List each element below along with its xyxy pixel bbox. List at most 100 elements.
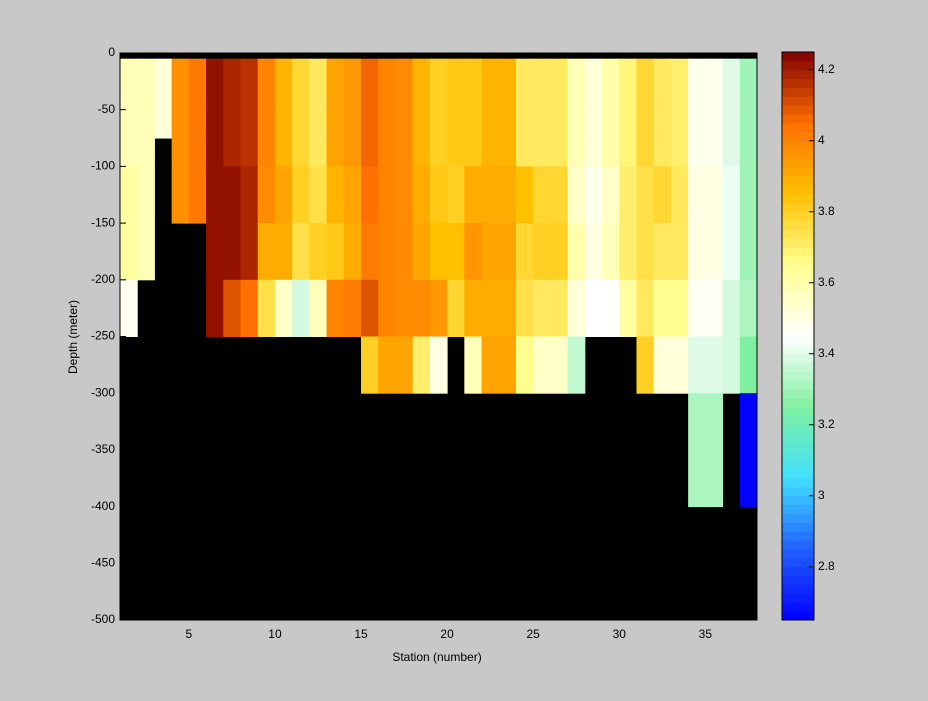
- colorbar-swatch: [782, 185, 814, 195]
- heat-cell: [171, 138, 190, 167]
- heat-cell: [464, 279, 483, 337]
- heat-cell: [481, 109, 500, 139]
- heat-cell: [343, 138, 362, 167]
- heat-cell: [739, 166, 758, 224]
- heat-cell: [619, 223, 637, 281]
- heat-cell: [447, 58, 465, 111]
- colorbar-swatch: [782, 469, 814, 479]
- heat-cell: [257, 58, 276, 111]
- heat-cell: [274, 138, 293, 167]
- heat-cell: [395, 109, 414, 139]
- heat-cell: [309, 58, 328, 111]
- heat-cell: [326, 58, 345, 111]
- heat-cell: [412, 279, 431, 337]
- heat-cell: [154, 58, 173, 111]
- heat-cell: [722, 336, 741, 394]
- heat-cell: [481, 166, 500, 224]
- heat-cell: [292, 223, 310, 281]
- x-tick-label: 25: [527, 627, 541, 641]
- heat-cell: [464, 58, 483, 111]
- heat-cell: [653, 336, 672, 394]
- heat-cell: [602, 223, 620, 281]
- heat-cell: [464, 109, 483, 139]
- colorbar-swatch: [782, 398, 814, 408]
- heat-cell: [361, 166, 379, 224]
- heat-cell: [223, 109, 242, 139]
- colorbar-swatch: [782, 78, 814, 88]
- heat-cell: [584, 109, 603, 139]
- x-tick-label: 5: [186, 627, 193, 641]
- colorbar-swatch: [782, 407, 814, 417]
- y-tick-label: -300: [91, 385, 115, 399]
- colorbar-swatch: [782, 131, 814, 142]
- heat-cell: [447, 109, 465, 139]
- heat-cell: [705, 223, 724, 281]
- heat-cell: [274, 223, 293, 281]
- heat-cell: [412, 58, 431, 111]
- colorbar-swatch: [782, 353, 814, 364]
- colorbar-tick-label: 3.4: [818, 346, 835, 360]
- colorbar-swatch: [782, 380, 814, 390]
- x-tick-label: 20: [440, 627, 454, 641]
- heat-cell: [550, 279, 569, 337]
- heat-cell: [464, 223, 483, 281]
- heat-cell: [498, 109, 517, 139]
- y-tick-label: -450: [91, 555, 115, 569]
- heat-cell: [602, 58, 620, 111]
- heat-cell: [240, 223, 259, 281]
- heat-cell: [533, 336, 551, 394]
- heat-cell: [584, 223, 603, 281]
- colorbar-tick-label: 3.2: [818, 417, 835, 431]
- heat-cell: [257, 279, 276, 337]
- heat-cell: [361, 109, 379, 139]
- colorbar-swatch: [782, 176, 814, 186]
- heat-cell: [670, 336, 689, 394]
- colorbar-swatch: [782, 549, 814, 559]
- heat-cell: [515, 279, 534, 337]
- heat-cell: [567, 279, 586, 337]
- colorbar-swatch: [782, 96, 814, 106]
- heat-cell: [498, 166, 517, 224]
- heat-cell: [533, 109, 551, 139]
- heat-cell: [343, 279, 362, 337]
- heat-cell: [705, 166, 724, 224]
- heat-cell: [120, 279, 138, 337]
- colorbar-swatch: [782, 300, 814, 310]
- heat-cell: [257, 138, 276, 167]
- heat-cell: [188, 166, 207, 224]
- heat-cell: [326, 223, 345, 281]
- heat-cell: [395, 166, 414, 224]
- colorbar-swatch: [782, 238, 814, 248]
- heat-cell: [464, 138, 483, 167]
- heat-cell: [533, 223, 551, 281]
- heat-cell: [619, 166, 637, 224]
- heat-cell: [206, 279, 224, 337]
- heat-cell: [705, 58, 724, 111]
- heat-cell: [515, 336, 534, 394]
- heat-cell: [670, 166, 689, 224]
- colorbar-swatch: [782, 495, 814, 506]
- heat-cell: [447, 166, 465, 224]
- colorbar-swatch: [782, 584, 814, 594]
- colorbar-swatch: [782, 362, 814, 372]
- heat-cell: [309, 138, 328, 167]
- colorbar-swatch: [782, 282, 814, 293]
- heat-cell: [567, 109, 586, 139]
- heat-cell: [688, 336, 706, 394]
- heat-cell: [498, 279, 517, 337]
- heat-cell: [722, 223, 741, 281]
- y-axis-label: Depth (meter): [66, 300, 80, 374]
- heat-cell: [670, 109, 689, 139]
- y-tick-label: -150: [91, 215, 115, 229]
- heat-cell: [481, 58, 500, 111]
- colorbar-swatch: [782, 247, 814, 257]
- y-tick-label: -200: [91, 272, 115, 286]
- colorbar-swatch: [782, 557, 814, 568]
- heat-cell: [688, 223, 706, 281]
- heat-cell: [619, 138, 637, 167]
- heat-cell: [722, 138, 741, 167]
- heat-cell: [343, 58, 362, 111]
- colorbar-swatch: [782, 513, 814, 523]
- heat-cell: [722, 58, 741, 111]
- heat-cell: [412, 223, 431, 281]
